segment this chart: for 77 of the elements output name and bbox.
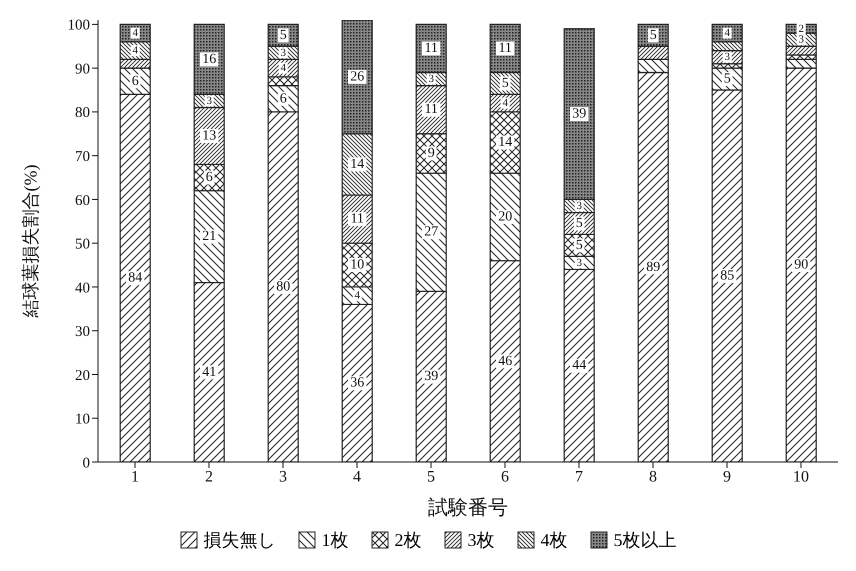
y-tick-label: 0	[82, 455, 90, 472]
data-label: 80	[276, 279, 290, 294]
x-tick-label: 9	[723, 468, 731, 486]
data-label: 39	[572, 106, 586, 122]
data-label: 27	[424, 224, 438, 240]
data-label: 21	[202, 229, 216, 244]
data-label: 16	[202, 52, 216, 67]
x-tick-label: 8	[649, 468, 657, 486]
data-label: 14	[498, 135, 512, 150]
data-label: 5	[576, 238, 583, 253]
data-label: 46	[498, 354, 512, 369]
x-tick-label: 1	[131, 468, 139, 486]
legend-label: 5枚以上	[614, 529, 676, 552]
data-label: 4	[132, 44, 138, 57]
legend-label: 3枚	[468, 529, 494, 552]
legend-label: 1枚	[322, 529, 348, 552]
data-label: 3	[428, 73, 434, 86]
data-label: 5	[576, 216, 583, 231]
data-label: 6	[280, 91, 287, 106]
data-label: 39	[424, 369, 438, 384]
y-tick-label: 40	[75, 280, 90, 296]
data-label: 6	[132, 74, 139, 89]
data-label: 10	[350, 258, 364, 273]
data-label: 6	[206, 170, 213, 186]
data-label: 26	[350, 69, 364, 84]
data-label: 85	[720, 268, 734, 284]
data-label: 5	[502, 76, 509, 91]
data-label: 11	[424, 102, 438, 118]
data-label: 20	[498, 209, 512, 224]
x-tick-label: 4	[353, 468, 361, 486]
data-label: 9	[428, 146, 435, 161]
data-label: 14	[350, 156, 364, 172]
data-label: 3	[798, 34, 804, 46]
x-tick-label: 10	[793, 468, 809, 486]
data-label: 3	[280, 46, 286, 59]
data-label: 3	[206, 94, 212, 107]
legend-label: 損失無し	[204, 529, 276, 552]
data-label: 4	[280, 62, 286, 74]
data-label: 4	[724, 27, 730, 40]
x-tick-label: 5	[427, 468, 435, 486]
data-label: 3	[576, 200, 582, 212]
data-label: 11	[350, 212, 364, 227]
data-label: 3	[576, 256, 582, 269]
x-tick-label: 6	[501, 468, 509, 486]
data-label: 41	[202, 364, 216, 380]
y-tick-label: 60	[75, 192, 90, 209]
data-label: 4	[502, 97, 508, 110]
y-tick-label: 10	[75, 412, 90, 428]
data-label: 84	[128, 270, 142, 286]
data-label: 13	[202, 128, 216, 144]
data-label: 36	[350, 376, 364, 391]
data-label: 89	[646, 260, 660, 275]
y-tick-label: 30	[75, 324, 90, 340]
data-label: 5	[280, 28, 287, 43]
data-label: 4	[132, 27, 138, 40]
data-label: 11	[424, 40, 438, 56]
x-tick-label: 7	[575, 468, 583, 486]
data-label: 11	[498, 40, 512, 56]
legend-label: 4枚	[540, 529, 568, 552]
x-tick-label: 2	[205, 468, 213, 486]
y-tick-label: 80	[75, 105, 90, 122]
y-tick-label: 50	[75, 236, 90, 253]
y-axis-title: 結球葉損失割合(%)	[20, 164, 40, 318]
y-tick-label: 100	[68, 18, 90, 34]
legend-label: 2枚	[394, 529, 422, 552]
x-axis-title: 試験番号	[428, 497, 508, 519]
data-label: 2	[798, 22, 804, 35]
data-label: 90	[794, 258, 808, 273]
data-label: 5	[724, 72, 731, 87]
data-label: 44	[572, 358, 586, 374]
data-label: 3	[724, 51, 730, 64]
y-tick-label: 70	[75, 148, 90, 165]
data-label: 4	[354, 290, 360, 302]
y-tick-label: 90	[75, 61, 90, 78]
x-tick-label: 3	[279, 468, 287, 486]
y-tick-label: 20	[75, 368, 90, 384]
data-label: 5	[650, 28, 657, 43]
